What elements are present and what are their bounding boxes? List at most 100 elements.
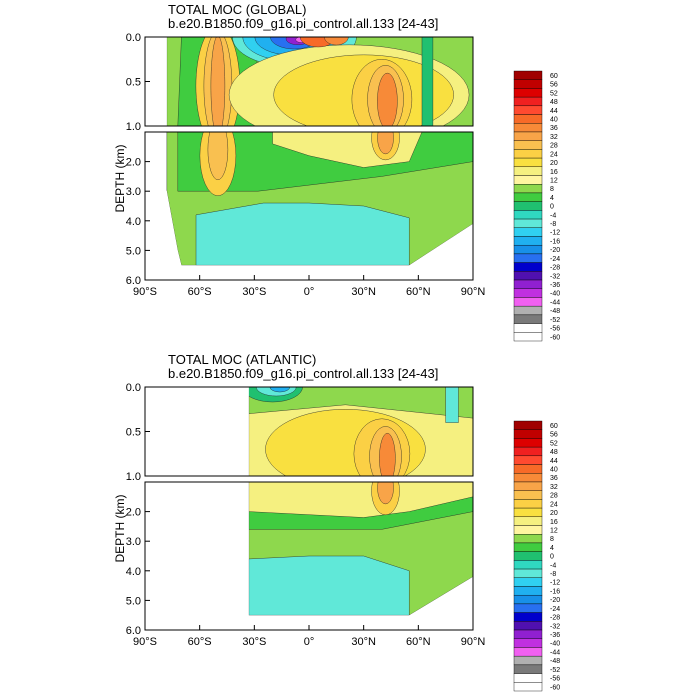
atlantic-ytick-label: 1.0 bbox=[126, 471, 141, 483]
global-colorbar-label: 8 bbox=[550, 186, 554, 193]
atlantic-colorbar-label: -44 bbox=[550, 649, 560, 656]
atlantic-colorbar-cell bbox=[513, 551, 543, 561]
global-colorbar-label: 40 bbox=[550, 117, 558, 124]
global-colorbar-cell bbox=[513, 123, 543, 133]
atlantic-xtick-label: 60°N bbox=[406, 636, 431, 648]
north-floor-mask bbox=[409, 223, 473, 280]
global-colorbar-cell bbox=[513, 253, 543, 263]
atlantic-xtick-label: 90°N bbox=[461, 636, 486, 648]
atlantic-colorbar-cell bbox=[513, 586, 543, 596]
atlantic-colorbar-cell bbox=[513, 568, 543, 578]
global-ytick-label: 3.0 bbox=[126, 186, 141, 198]
lower-deacon-core bbox=[207, 132, 229, 180]
global-colorbar-cell bbox=[513, 157, 543, 168]
global-colorbar-cell bbox=[513, 96, 543, 107]
atlantic-colorbar-cell bbox=[513, 446, 543, 457]
global-colorbar-label: -28 bbox=[550, 265, 560, 272]
atlantic-colorbar-cell bbox=[513, 603, 543, 613]
atlantic-xtick-label: 0° bbox=[304, 636, 315, 648]
atlantic-xtick-label: 90°S bbox=[133, 636, 157, 648]
global-colorbar-label: 24 bbox=[550, 151, 558, 158]
atlantic-colorbar-cell bbox=[513, 464, 543, 474]
atlantic-colorbar-cell bbox=[513, 507, 543, 518]
atlantic-colorbar-label: 24 bbox=[550, 501, 558, 508]
global-colorbar-cell bbox=[513, 79, 543, 89]
atlantic-colorbar-label: -32 bbox=[550, 623, 560, 630]
global-colorbar-cell bbox=[513, 210, 543, 220]
atlantic-colorbar-cell bbox=[513, 420, 543, 430]
atlantic-colorbar-cell bbox=[513, 594, 543, 605]
atlantic-colorbar-label: 56 bbox=[550, 432, 558, 439]
global-colorbar-cell bbox=[513, 227, 543, 237]
atlantic-xtick-label: 60°S bbox=[188, 636, 212, 648]
global-colorbar-label: 16 bbox=[550, 169, 558, 176]
global-colorbar-label: 32 bbox=[550, 134, 558, 141]
atlantic-ytick-label: 3.0 bbox=[126, 536, 141, 548]
global-colorbar-label: -4 bbox=[550, 212, 556, 219]
global-colorbar-cell bbox=[513, 114, 543, 124]
atlantic-colorbar-label: 32 bbox=[550, 484, 558, 491]
atlantic-colorbar-cell bbox=[513, 534, 543, 544]
global-colorbar-cell bbox=[513, 314, 543, 324]
global-colorbar-label: -40 bbox=[550, 291, 560, 298]
global-colorbar-cell bbox=[513, 262, 543, 272]
global-colorbar-label: -8 bbox=[550, 221, 556, 228]
atlantic-colorbar-label: 0 bbox=[550, 554, 554, 561]
global-colorbar-label: -36 bbox=[550, 282, 560, 289]
global-colorbar-cell bbox=[513, 166, 543, 176]
global-colorbar-cell bbox=[513, 332, 543, 342]
global-colorbar-cell bbox=[513, 192, 543, 202]
atlantic-colorbar-label: 52 bbox=[550, 440, 558, 447]
global-colorbar-cell bbox=[513, 70, 543, 80]
global-colorbar-cell bbox=[513, 288, 543, 298]
atlantic-ylabel: DEPTH (km) bbox=[113, 495, 127, 563]
global-colorbar-cell bbox=[513, 236, 543, 246]
global-colorbar-cell bbox=[513, 297, 543, 307]
global-colorbar-label: -20 bbox=[550, 247, 560, 254]
atlantic-colorbar-cell bbox=[513, 499, 543, 509]
seafloor-mask bbox=[248, 576, 473, 630]
atlantic-colorbar-label: -48 bbox=[550, 658, 560, 665]
atlantic-colorbar-cell bbox=[513, 682, 543, 692]
lower-nh-core bbox=[377, 132, 394, 155]
global-lower-panel bbox=[145, 132, 473, 280]
global-plot-title: TOTAL MOC (GLOBAL) bbox=[168, 2, 307, 17]
atlantic-xtick-label: 30°N bbox=[351, 636, 376, 648]
atlantic-colorbar-label: -56 bbox=[550, 676, 560, 683]
global-colorbar-cell bbox=[513, 305, 543, 316]
global-xtick-label: 30°N bbox=[351, 286, 376, 298]
atlantic-colorbar-cell bbox=[513, 542, 543, 552]
global-ytick-label: 6.0 bbox=[126, 275, 141, 287]
atlantic-colorbar-label: 28 bbox=[550, 493, 558, 500]
atlantic-colorbar-cell bbox=[513, 429, 543, 439]
global-colorbar-cell bbox=[513, 88, 543, 98]
atlantic-colorbar-cell bbox=[513, 560, 543, 570]
global-xtick-label: 90°N bbox=[461, 286, 486, 298]
antarctic-mask-upper bbox=[145, 37, 167, 126]
atlantic-xtick-label: 30°S bbox=[242, 636, 266, 648]
global-colorbar-cell bbox=[513, 175, 543, 185]
global-colorbar-cell bbox=[513, 323, 543, 333]
global-ytick-label: 0.0 bbox=[126, 32, 141, 44]
atlantic-colorbar-label: -24 bbox=[550, 606, 560, 613]
global-colorbar-label: -60 bbox=[550, 334, 560, 341]
global-colorbar-label: 0 bbox=[550, 204, 554, 211]
global-plot: 0.0 0.5 1.0 2.0 3.0 4.0 5.0 6.090°S 60°S 30°S 0° 30… bbox=[113, 32, 560, 342]
atlantic-colorbar-label: 12 bbox=[550, 527, 558, 534]
global-colorbar-label: 4 bbox=[550, 195, 554, 202]
arctic-band bbox=[421, 37, 434, 126]
atlantic-colorbar-cell bbox=[513, 629, 543, 639]
atlantic-colorbar-cell bbox=[513, 516, 543, 526]
global-colorbar-label: -16 bbox=[550, 238, 560, 245]
global-ytick-label: 2.0 bbox=[126, 157, 141, 169]
atlantic-colorbar-label: -12 bbox=[550, 580, 560, 587]
atlantic-colorbar-label: -36 bbox=[550, 632, 560, 639]
antarctic-mask bbox=[145, 132, 182, 280]
atlantic-plot-subtitle: b.e20.B1850.f09_g16.pi_control.all.133 [… bbox=[168, 366, 439, 381]
global-ytick-label: 1.0 bbox=[126, 121, 141, 133]
atlantic-colorbar-label: -40 bbox=[550, 641, 560, 648]
atlantic-colorbar-label: -52 bbox=[550, 667, 560, 674]
atlantic-colorbar-label: 16 bbox=[550, 519, 558, 526]
atlantic-upper-panel bbox=[145, 387, 473, 476]
